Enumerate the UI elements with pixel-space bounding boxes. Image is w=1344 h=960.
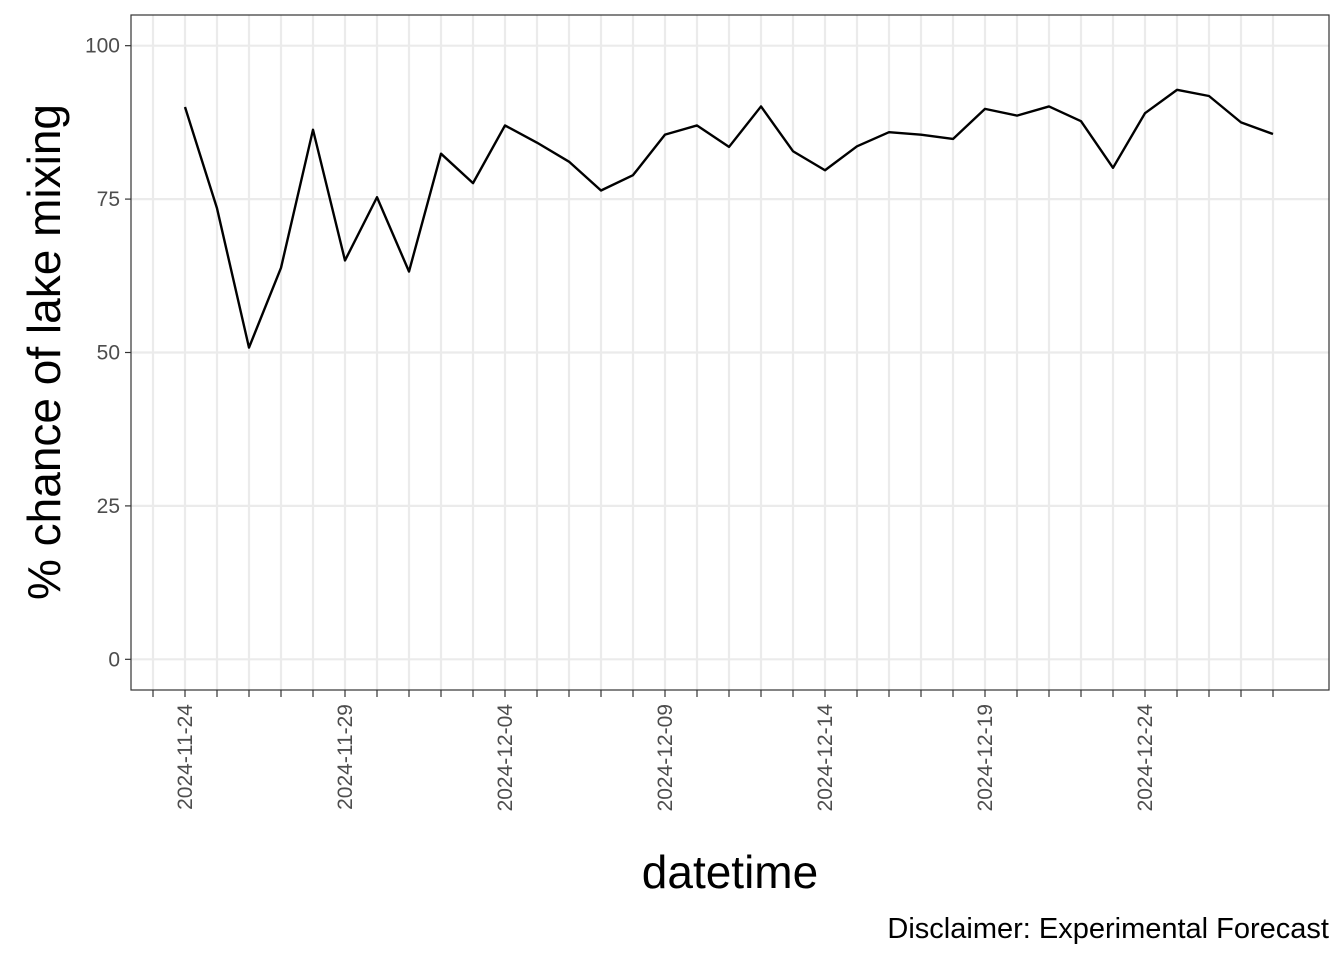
x-tick-label: 2024-12-04 bbox=[494, 704, 517, 812]
y-tick-label: 75 bbox=[97, 188, 120, 211]
grid-lines bbox=[131, 15, 1329, 690]
x-axis-title: datetime bbox=[642, 846, 818, 898]
y-tick-label: 50 bbox=[97, 342, 120, 365]
y-axis-title: % chance of lake mixing bbox=[18, 104, 70, 600]
series-layer bbox=[183, 88, 1274, 349]
x-tick-label: 2024-12-09 bbox=[654, 704, 677, 811]
axes-layer: 0 25 50 75 100 2024-11-24 2024-11-29 2024-12-04… bbox=[85, 35, 1274, 812]
y-tick-label: 100 bbox=[85, 35, 120, 58]
caption: Disclaimer: Experimental Forecast bbox=[887, 913, 1329, 945]
y-tick-label: 0 bbox=[108, 648, 120, 671]
x-tick-label: 2024-12-19 bbox=[974, 704, 997, 811]
x-tick-label: 2024-12-14 bbox=[814, 704, 837, 812]
x-tick-label: 2024-11-29 bbox=[334, 704, 357, 810]
x-tick-label: 2024-12-24 bbox=[1134, 704, 1157, 812]
y-tick-label: 25 bbox=[97, 495, 120, 518]
x-tick-label: 2024-11-24 bbox=[174, 704, 197, 810]
